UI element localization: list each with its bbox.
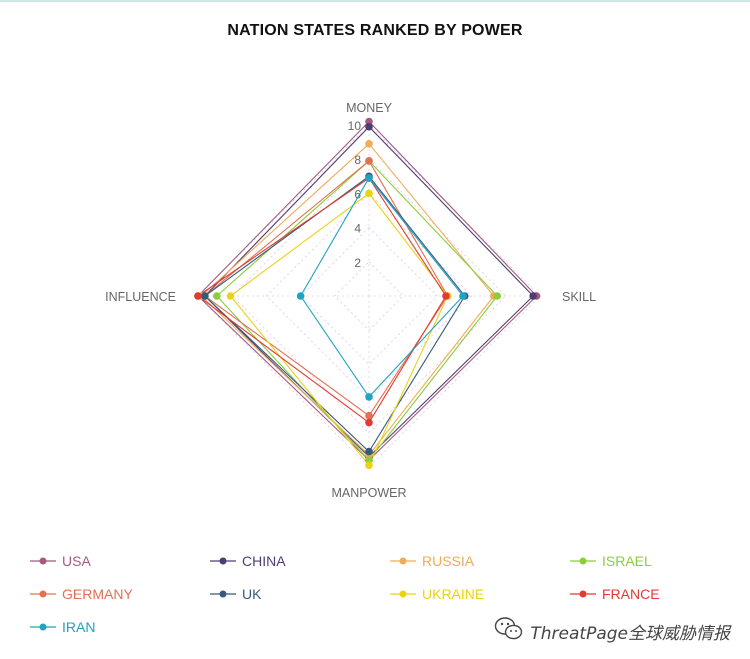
legend-item-usa[interactable]: USA xyxy=(30,553,91,569)
point-china-skill xyxy=(529,292,537,300)
point-france-manpower xyxy=(365,418,373,427)
legend-swatch-ukraine xyxy=(390,590,416,598)
point-russia-money xyxy=(365,140,373,148)
legend-label-russia: RUSSIA xyxy=(422,553,475,569)
legend-item-israel[interactable]: ISRAEL xyxy=(570,553,652,569)
axis-label-manpower: MANPOWER xyxy=(332,486,407,500)
axis-label-influence: INFLUENCE xyxy=(105,290,176,304)
point-ukraine-influence xyxy=(226,292,235,300)
series-line-france xyxy=(197,177,447,424)
legend-swatch-usa xyxy=(30,557,56,565)
legend-item-ukraine[interactable]: UKRAINE xyxy=(390,586,484,602)
point-israel-skill xyxy=(493,292,502,300)
legend-label-israel: ISRAEL xyxy=(602,553,652,569)
legend-label-usa: USA xyxy=(62,553,91,569)
legend-swatch-russia xyxy=(390,557,416,565)
legend-swatch-france xyxy=(570,590,596,598)
point-uk-influence xyxy=(201,292,209,300)
legend-label-uk: UK xyxy=(242,586,262,602)
legend-item-iran[interactable]: IRAN xyxy=(30,619,95,635)
tick-label-8: 8 xyxy=(354,153,361,167)
point-germany-manpower xyxy=(365,411,373,420)
legend-swatch-uk xyxy=(210,590,236,598)
series-line-usa xyxy=(197,120,538,461)
legend-label-china: CHINA xyxy=(242,553,286,569)
point-china-money xyxy=(365,122,373,131)
radar-points xyxy=(194,117,541,470)
point-uk-manpower xyxy=(365,447,373,456)
top-rule xyxy=(0,0,750,2)
legend-label-germany: GERMANY xyxy=(62,586,133,602)
tick-label-10: 10 xyxy=(348,119,362,133)
wechat-icon xyxy=(494,616,524,647)
axis-label-skill: SKILL xyxy=(562,290,596,304)
axis-label-money: MONEY xyxy=(346,101,393,115)
point-france-influence xyxy=(194,292,202,300)
tick-label-4: 4 xyxy=(354,222,361,236)
point-france-skill xyxy=(442,292,450,300)
legend-label-iran: IRAN xyxy=(62,619,96,635)
legend-label-france: FRANCE xyxy=(602,586,660,602)
grid-ring-2 xyxy=(334,261,404,331)
watermark-text: ThreatPage全球威胁情报 xyxy=(530,624,730,644)
watermark: ThreatPage全球威胁情报 xyxy=(494,616,730,647)
legend-label-ukraine: UKRAINE xyxy=(422,586,485,602)
legend-item-china[interactable]: CHINA xyxy=(210,553,286,569)
series-line-russia xyxy=(200,143,495,456)
point-ukraine-manpower xyxy=(365,461,373,470)
legend-swatch-germany xyxy=(30,590,56,598)
tick-label-2: 2 xyxy=(354,256,361,270)
chart-title: NATION STATES RANKED BY POWER xyxy=(227,22,523,39)
grid-ring-10 xyxy=(197,124,541,468)
point-iran-money xyxy=(365,174,373,182)
legend-item-uk[interactable]: UK xyxy=(210,586,261,602)
point-israel-influence xyxy=(213,292,221,300)
legend-swatch-china xyxy=(210,557,236,565)
point-germany-money xyxy=(365,157,373,165)
series-line-uk xyxy=(203,175,466,453)
tick-label-6: 6 xyxy=(354,187,361,201)
legend-item-france[interactable]: FRANCE xyxy=(570,586,660,602)
legend-item-germany[interactable]: GERMANY xyxy=(30,586,133,602)
legend-swatch-iran xyxy=(30,623,56,631)
point-iran-influence xyxy=(296,292,305,300)
legend-item-russia[interactable]: RUSSIA xyxy=(390,553,474,569)
point-iran-manpower xyxy=(365,393,373,401)
point-ukraine-money xyxy=(365,189,373,198)
point-iran-skill xyxy=(459,292,467,300)
legend-swatch-israel xyxy=(570,557,596,565)
